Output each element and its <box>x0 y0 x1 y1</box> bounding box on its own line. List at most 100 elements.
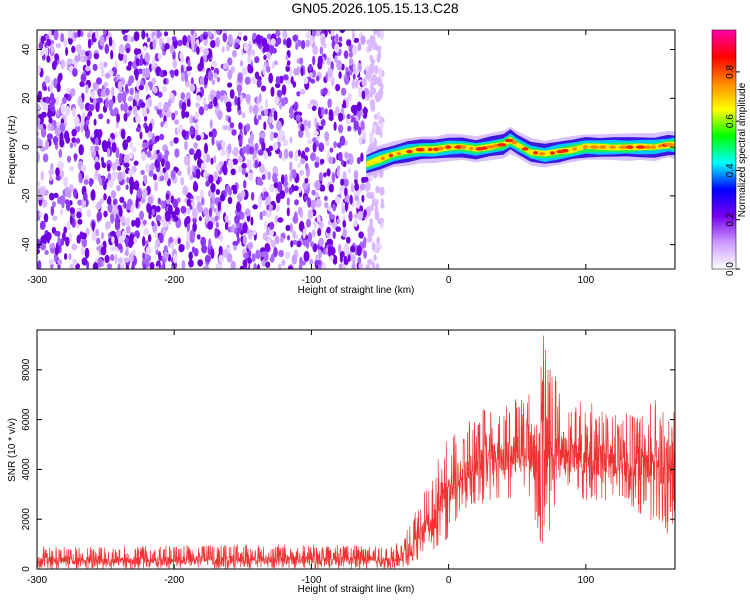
noise-speckle <box>318 172 323 182</box>
noise-speckle <box>186 231 191 243</box>
noise-speckle <box>333 141 337 149</box>
noise-speckle <box>126 65 132 71</box>
noise-speckle <box>181 129 187 138</box>
noise-speckle <box>293 211 298 221</box>
noise-speckle <box>59 208 64 216</box>
noise-speckle <box>284 186 289 194</box>
noise-speckle <box>367 231 372 240</box>
noise-speckle <box>59 195 66 204</box>
noise-speckle <box>335 33 339 44</box>
noise-speckle <box>127 96 134 102</box>
snr-y-axis-label: SNR (10 * v/v) <box>7 418 18 482</box>
noise-speckle <box>55 43 62 49</box>
noise-speckle <box>354 182 360 192</box>
noise-speckle <box>326 226 331 234</box>
noise-speckle <box>333 255 338 262</box>
noise-speckle <box>262 64 267 76</box>
ridge-peak <box>626 145 634 149</box>
noise-speckle <box>245 208 251 217</box>
noise-speckle <box>210 157 214 165</box>
noise-speckle <box>103 61 108 68</box>
noise-speckle <box>123 257 130 263</box>
noise-speckle <box>318 237 324 247</box>
noise-speckle <box>108 36 113 47</box>
noise-speckle <box>61 96 67 105</box>
y-tick-label: 8000 <box>21 358 32 381</box>
noise-speckle <box>380 121 384 130</box>
noise-speckle <box>110 213 115 224</box>
noise-speckle <box>126 47 130 54</box>
ridge-peak <box>650 145 657 149</box>
noise-speckle <box>75 137 81 144</box>
noise-speckle <box>188 148 195 156</box>
noise-speckle <box>120 103 124 112</box>
noise-speckle <box>357 42 362 52</box>
noise-speckle <box>274 204 281 212</box>
noise-speckle <box>304 177 309 184</box>
noise-speckle <box>189 125 195 135</box>
noise-speckle <box>295 42 299 50</box>
noise-speckle <box>265 98 268 109</box>
noise-speckle <box>340 178 345 186</box>
noise-speckle <box>119 262 125 269</box>
noise-speckle <box>203 34 207 40</box>
noise-speckle <box>145 102 149 108</box>
noise-speckle <box>356 101 362 112</box>
noise-speckle <box>57 236 61 246</box>
noise-speckle <box>79 81 85 88</box>
noise-speckle <box>353 120 359 131</box>
noise-speckle <box>71 137 76 143</box>
noise-speckle <box>254 142 259 152</box>
noise-speckle <box>347 125 352 132</box>
noise-speckle <box>273 246 278 258</box>
noise-speckle <box>178 244 185 253</box>
noise-speckle <box>377 78 382 87</box>
noise-speckle <box>334 55 338 63</box>
noise-speckle <box>260 85 267 92</box>
noise-speckle <box>114 253 118 264</box>
noise-speckle <box>135 115 141 124</box>
noise-speckle <box>317 55 323 66</box>
noise-speckle <box>332 203 336 210</box>
noise-speckle <box>198 216 202 222</box>
noise-speckle <box>55 246 59 256</box>
signal-ridge-band <box>366 136 675 167</box>
ridge-peak <box>415 147 425 152</box>
noise-speckle <box>71 59 76 65</box>
noise-speckle <box>146 150 152 158</box>
noise-speckle <box>105 221 111 229</box>
ridge-peak <box>396 151 401 156</box>
noise-speckle <box>157 101 162 110</box>
noise-speckle <box>207 103 214 109</box>
noise-speckle <box>360 35 366 45</box>
noise-speckle <box>40 243 46 251</box>
noise-speckle <box>305 238 310 249</box>
noise-speckle <box>298 149 301 157</box>
noise-speckle <box>46 38 52 47</box>
noise-speckle <box>302 228 306 239</box>
noise-speckle <box>87 32 91 39</box>
noise-speckle <box>335 83 341 92</box>
noise-speckle <box>155 205 161 213</box>
noise-speckle <box>232 50 237 58</box>
noise-speckle <box>48 258 55 265</box>
noise-speckle <box>257 149 264 156</box>
noise-speckle <box>180 92 186 100</box>
noise-speckle <box>288 150 294 159</box>
noise-speckle <box>118 44 125 55</box>
noise-speckle <box>236 202 242 213</box>
noise-speckle <box>310 199 317 210</box>
noise-speckle <box>97 97 103 104</box>
colorbar-tick-label: 0.0 <box>725 262 736 276</box>
noise-speckle <box>133 160 139 166</box>
ridge-peak <box>505 138 514 143</box>
noise-speckle <box>310 241 314 248</box>
noise-speckle <box>90 90 96 99</box>
noise-speckle <box>186 70 192 77</box>
noise-speckle <box>367 206 371 213</box>
ridge-peak <box>521 147 529 151</box>
noise-speckle <box>112 198 118 206</box>
noise-speckle <box>49 173 53 182</box>
noise-speckle <box>68 252 72 261</box>
noise-speckle <box>246 159 252 170</box>
